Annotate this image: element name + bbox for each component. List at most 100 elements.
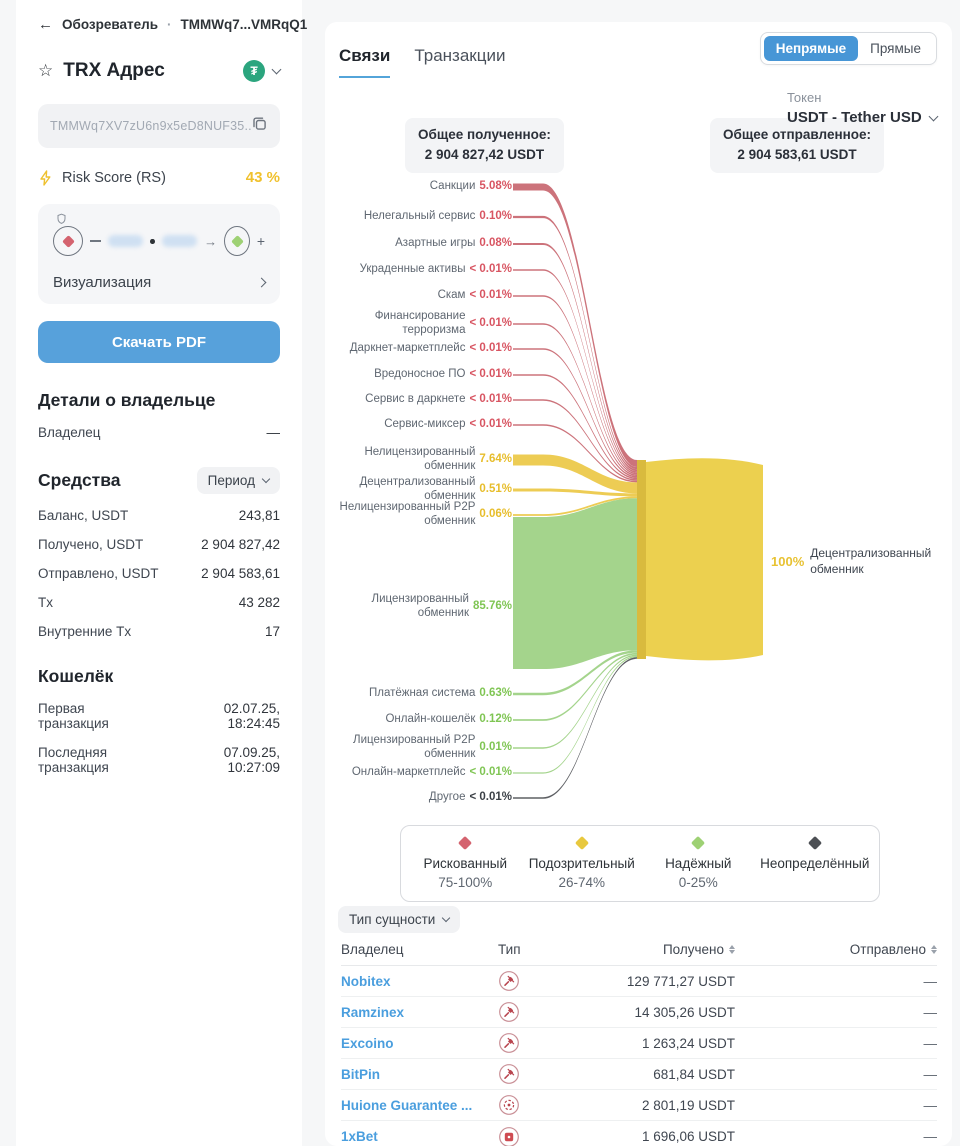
- shield-icon: [57, 213, 66, 224]
- dice-icon: [499, 1126, 519, 1146]
- copy-icon[interactable]: [251, 115, 268, 137]
- col-type: Тип: [498, 942, 521, 957]
- graph-preview: → +: [53, 213, 266, 265]
- owner-label: Владелец: [38, 425, 101, 440]
- entity-type-filter[interactable]: Тип сущности: [338, 906, 461, 933]
- diamond-icon: [807, 835, 822, 851]
- tx-value: 43 282: [238, 595, 280, 610]
- tether-token-icon: ₮: [243, 60, 265, 82]
- sort-icon: [931, 945, 937, 954]
- owner-link[interactable]: BitPin: [341, 1066, 380, 1082]
- toggle-indirect[interactable]: Непрямые: [763, 36, 859, 61]
- blurred-node: [161, 235, 198, 247]
- lightning-icon: [40, 169, 51, 186]
- globe-icon: [499, 1095, 519, 1115]
- received-label: Получено, USDT: [38, 537, 144, 552]
- tab-transactions[interactable]: Транзакции: [414, 46, 506, 65]
- plus-icon: +: [256, 233, 266, 249]
- received-amount: 1 263,24 USDT: [641, 1035, 735, 1051]
- first-tx-value: 02.07.25, 18:24:45: [223, 701, 280, 731]
- sankey-flow-reliable[interactable]: [513, 656, 637, 774]
- chevron-right-icon[interactable]: [256, 277, 267, 288]
- sankey-flow-suspicious[interactable]: [513, 454, 637, 494]
- table-header: Владелец Тип Получено Отправлено: [341, 940, 937, 966]
- diamond-icon: [574, 835, 589, 851]
- owner-row: Владелец —: [38, 425, 280, 440]
- tabs: Связи Транзакции: [339, 46, 505, 78]
- col-received-sort[interactable]: Получено: [578, 942, 735, 957]
- sent-label: Отправлено, USDT: [38, 566, 159, 581]
- sent-amount: —: [923, 1004, 938, 1020]
- owner-link[interactable]: Huione Guarantee ...: [341, 1097, 473, 1113]
- gavel-icon: [499, 1002, 519, 1022]
- sankey-target-label: 100% Децентрализованный обменник: [771, 546, 932, 576]
- edge-dot: [150, 238, 155, 244]
- token-label: Токен: [787, 90, 822, 105]
- diamond-icon: [458, 835, 473, 851]
- owner-link[interactable]: Nobitex: [341, 973, 391, 989]
- owner-details-title: Детали о владельце: [38, 390, 216, 410]
- col-sent-sort[interactable]: Отправлено: [735, 942, 937, 957]
- received-amount: 1 696,06 USDT: [641, 1129, 735, 1144]
- breadcrumb-separator: ·: [167, 17, 172, 32]
- entity-type-icon: [498, 1094, 578, 1116]
- risk-score-label: Risk Score (RS): [62, 169, 166, 186]
- visualization-card[interactable]: → + Визуализация: [38, 204, 280, 304]
- received-amount: 2 801,19 USDT: [641, 1097, 735, 1113]
- risky-node-icon: [53, 226, 83, 256]
- table-row: Huione Guarantee ... 2 801,19 USDT —: [341, 1090, 937, 1121]
- breadcrumb-address: TMMWq7...VMRqQ1: [180, 17, 308, 32]
- entity-type-icon: [498, 1126, 578, 1146]
- sent-amount: —: [923, 1129, 938, 1144]
- blurred-node: [107, 235, 144, 247]
- legend-suspicious: Подозрительный 26-74%: [524, 835, 641, 890]
- sankey-outflow[interactable]: [646, 458, 763, 661]
- sankey-center-node[interactable]: [637, 460, 646, 659]
- sankey-flow-suspicious[interactable]: [513, 488, 637, 497]
- entity-type-icon: [498, 1001, 578, 1023]
- counterparties-table: Владелец Тип Получено Отправлено Nobitex…: [341, 940, 937, 1146]
- table-row: BitPin 681,84 USDT —: [341, 1059, 937, 1090]
- first-tx-label: Первая транзакция: [38, 701, 109, 731]
- period-dropdown[interactable]: Период: [196, 467, 280, 494]
- total-sent-badge: Общее отправленное: 2 904 583,61 USDT: [710, 118, 885, 173]
- download-pdf-button[interactable]: Скачать PDF: [38, 321, 280, 363]
- reliable-node-icon: [224, 226, 250, 256]
- sent-amount: —: [923, 1035, 938, 1051]
- risk-score-row: Risk Score (RS) 43 %: [38, 169, 280, 186]
- table-row: Ramzinex 14 305,26 USDT —: [341, 997, 937, 1028]
- sankey-flow-undefined[interactable]: [513, 657, 637, 799]
- direct-indirect-toggle: Непрямые Прямые: [759, 32, 937, 65]
- favorite-star-icon[interactable]: ☆: [38, 61, 54, 80]
- balance-label: Баланс, USDT: [38, 508, 129, 523]
- sankey-svg: [513, 183, 763, 799]
- col-owner: Владелец: [341, 942, 404, 957]
- total-received-badge: Общее полученное: 2 904 827,42 USDT: [405, 118, 564, 173]
- tab-connections[interactable]: Связи: [339, 46, 391, 78]
- chevron-down-icon: [261, 474, 271, 484]
- table-row: 1xBet 1 696,06 USDT —: [341, 1121, 937, 1146]
- entity-type-icon: [498, 1032, 578, 1054]
- sort-icon: [729, 945, 735, 954]
- risk-score-value: 43 %: [245, 169, 280, 186]
- table-body: Nobitex 129 771,27 USDT — Ramzinex 14 30…: [341, 966, 937, 1146]
- owner-link[interactable]: Excoino: [341, 1035, 394, 1051]
- token-select[interactable]: Токен USDT - Tether USD: [787, 90, 939, 126]
- toggle-direct[interactable]: Прямые: [870, 41, 921, 56]
- breadcrumb: ← Обозреватель · TMMWq7...VMRqQ1: [38, 16, 307, 33]
- gavel-icon: [499, 1064, 519, 1084]
- sankey-flow-reliable[interactable]: [513, 650, 637, 696]
- sankey-flow-suspicious[interactable]: [513, 496, 637, 516]
- token-value: USDT - Tether USD: [787, 109, 922, 126]
- chevron-down-icon[interactable]: [271, 64, 282, 75]
- last-tx-label: Последняя транзакция: [38, 745, 109, 775]
- gavel-icon: [499, 1033, 519, 1053]
- legend-risky: Рискованный 75-100%: [407, 835, 524, 890]
- owner-link[interactable]: Ramzinex: [341, 1004, 405, 1020]
- owner-link[interactable]: 1xBet: [341, 1129, 378, 1144]
- sankey-flow-reliable[interactable]: [513, 498, 637, 669]
- back-arrow-icon[interactable]: ←: [38, 16, 53, 33]
- breadcrumb-explorer[interactable]: Обозреватель: [62, 17, 158, 32]
- table-row: Nobitex 129 771,27 USDT —: [341, 966, 937, 997]
- internal-tx-value: 17: [264, 624, 280, 639]
